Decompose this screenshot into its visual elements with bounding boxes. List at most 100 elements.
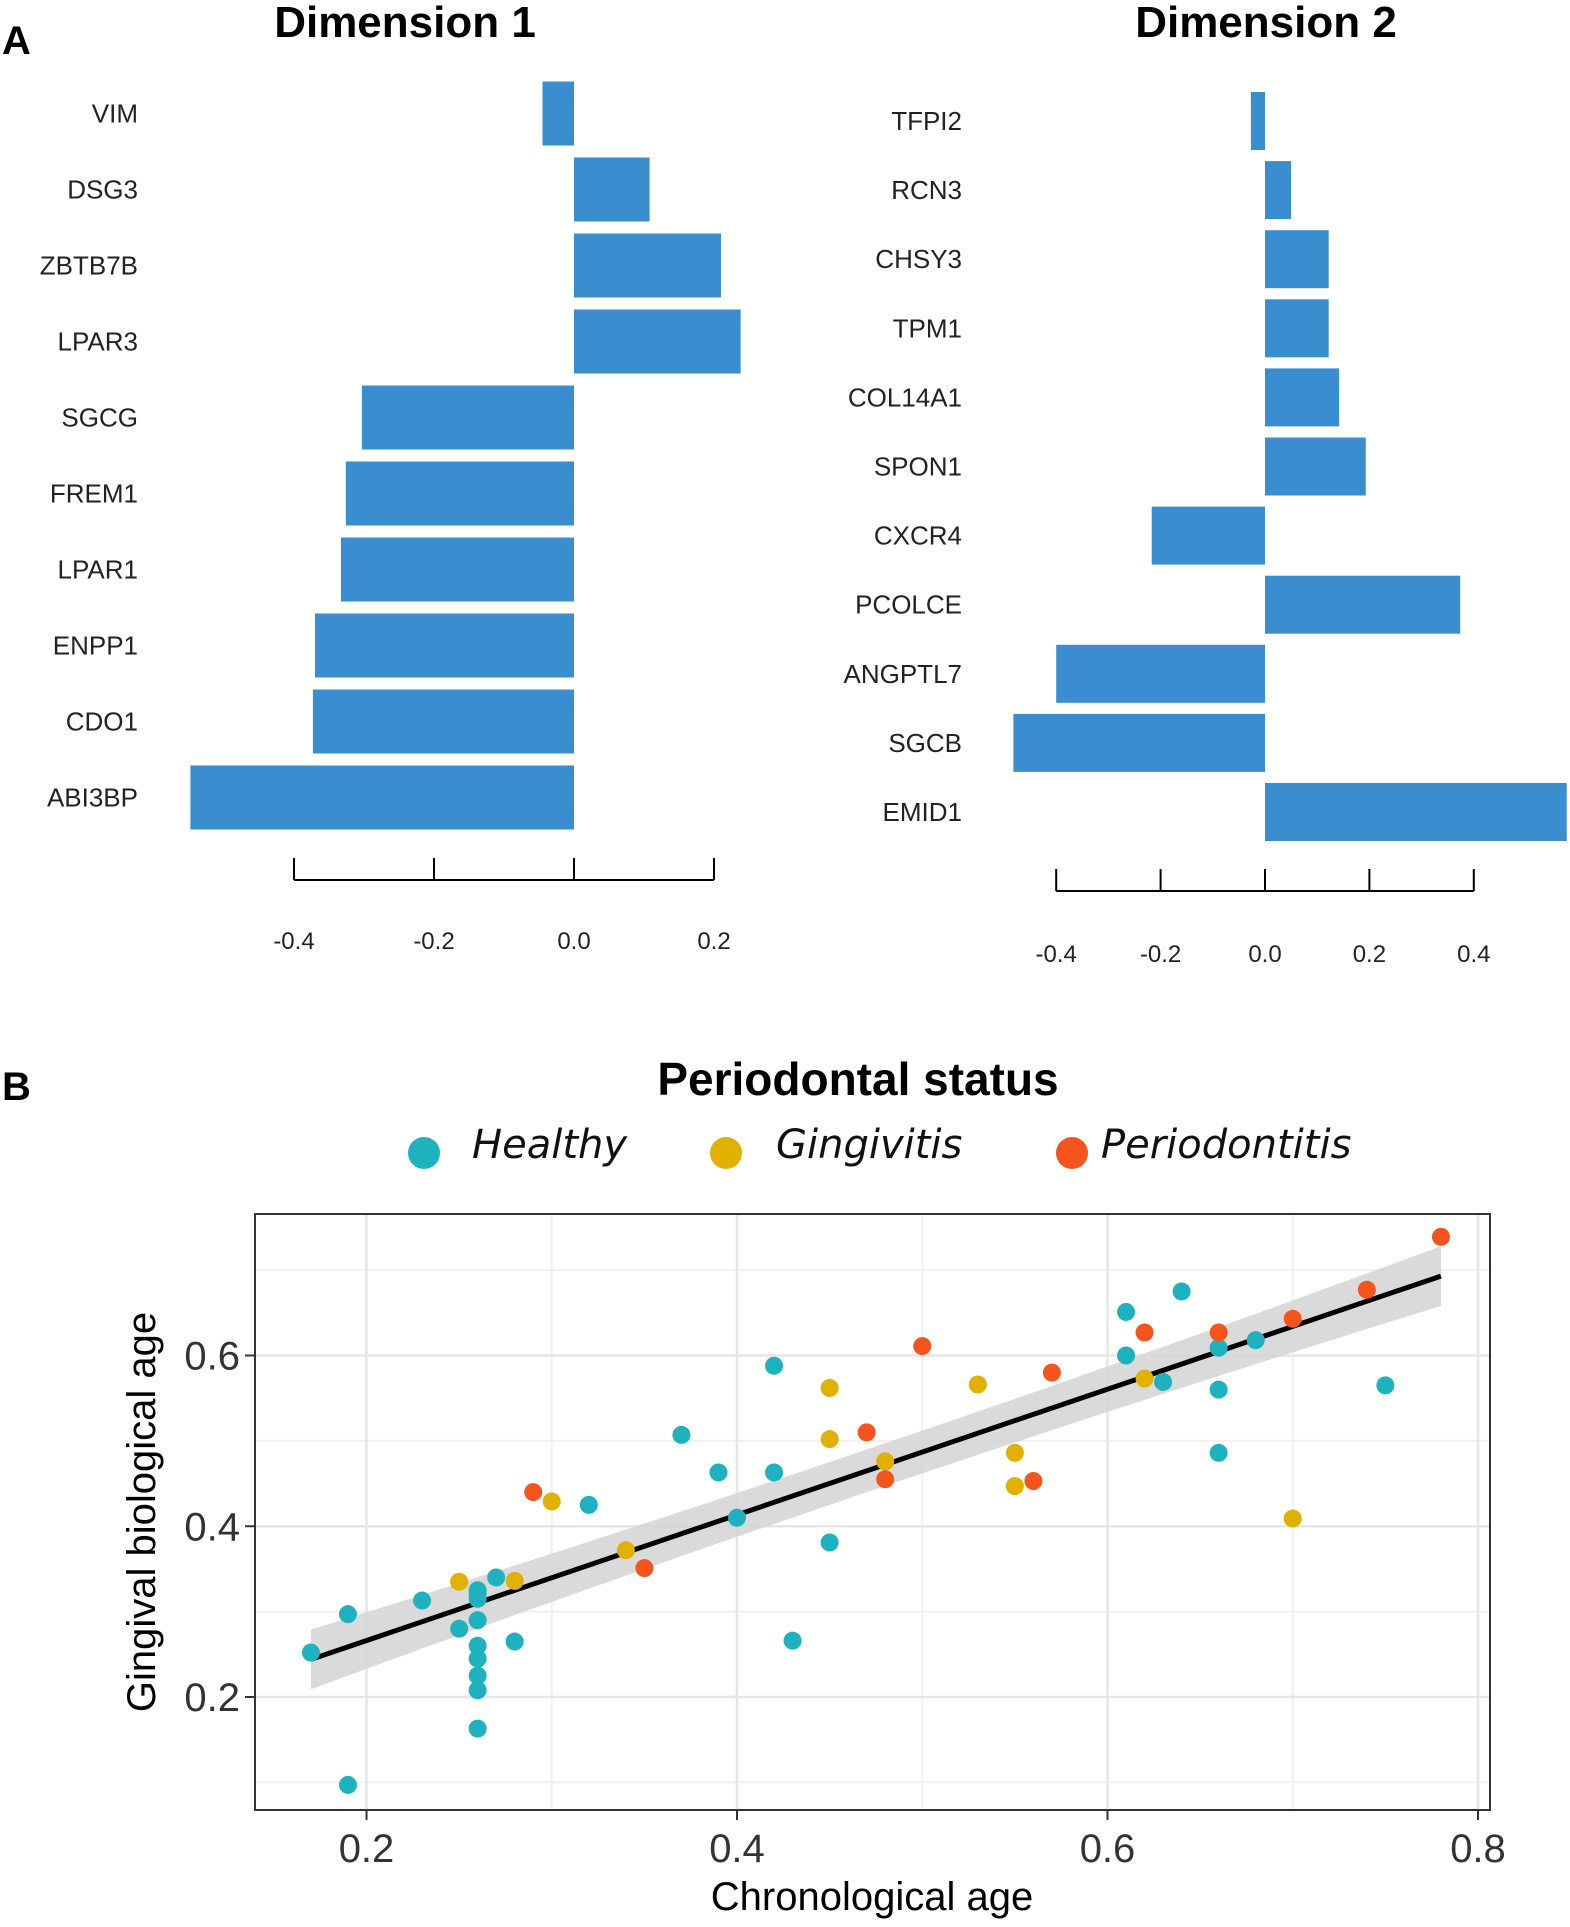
bar-pcolce — [1265, 575, 1461, 634]
dimension-2-bars — [1013, 92, 1567, 841]
point-healthy — [338, 1605, 357, 1624]
y-tick-label: 0.4 — [184, 1505, 240, 1549]
gene-label-emid1: EMID1 — [883, 797, 962, 827]
point-healthy — [468, 1636, 487, 1655]
bar-tfpi2 — [1250, 92, 1265, 150]
point-periodontitis — [635, 1559, 654, 1578]
gene-label-sgcg: SGCG — [61, 403, 138, 433]
dimension-2-gene-labels: TFPI2 RCN3 CHSY3 TPM1 COL14A1 SPON1 CXCR4 PCOLC… — [844, 106, 963, 827]
point-healthy — [468, 1666, 487, 1685]
x-tick-label: 0.0 — [1248, 941, 1281, 968]
bar-tpm1 — [1265, 299, 1329, 358]
point-gingivitis — [1283, 1509, 1302, 1528]
x-tick-label: 0.4 — [709, 1827, 765, 1871]
bar-sgcg — [361, 385, 574, 450]
point-gingivitis — [876, 1452, 895, 1471]
point-healthy — [487, 1568, 506, 1587]
point-healthy — [505, 1632, 524, 1651]
plot-border — [254, 1213, 1491, 1811]
x-tick-label: 0.4 — [1457, 941, 1490, 968]
bar-vim — [542, 81, 574, 146]
data-points — [301, 1227, 1450, 1794]
gene-label-lpar3: LPAR3 — [58, 327, 138, 357]
point-gingivitis — [820, 1430, 839, 1449]
point-healthy — [450, 1619, 469, 1638]
gene-label-vim: VIM — [92, 99, 138, 129]
point-healthy — [709, 1463, 728, 1482]
point-healthy — [728, 1508, 746, 1527]
x-tick-label: 0.6 — [1080, 1827, 1136, 1871]
legend-periodontitis-marker — [1056, 1137, 1088, 1169]
gene-label-chsy3: CHSY3 — [875, 244, 962, 274]
x-axis-title: Chronological age — [711, 1875, 1033, 1919]
point-periodontitis — [1431, 1227, 1450, 1246]
point-periodontitis — [1357, 1280, 1376, 1299]
point-healthy — [1209, 1338, 1228, 1357]
legend-gingivitis-label: Gingivitis — [776, 1122, 962, 1168]
point-healthy — [468, 1649, 487, 1668]
gene-label-lpar1: LPAR1 — [58, 555, 138, 585]
gene-label-pcolce: PCOLCE — [855, 590, 962, 620]
point-healthy — [1246, 1331, 1265, 1350]
point-periodontitis — [913, 1337, 932, 1356]
point-healthy — [783, 1631, 802, 1650]
gene-label-sgcb: SGCB — [888, 728, 962, 758]
panel-b-label: B — [2, 1065, 31, 1109]
point-healthy — [413, 1591, 432, 1610]
dimension-1-gene-labels: VIM DSG3 ZBTB7B LPAR3 SGCG FREM1 LPAR1 ENPP1 CDO… — [40, 99, 138, 813]
point-healthy — [468, 1611, 487, 1630]
gene-label-zbtb7b: ZBTB7B — [40, 251, 138, 281]
point-periodontitis — [524, 1483, 543, 1502]
legend: Periodontal status Healthy Gingivitis Pe… — [408, 1053, 1351, 1169]
point-healthy — [1117, 1346, 1136, 1365]
bar-cdo1 — [312, 689, 574, 754]
point-gingivitis — [968, 1375, 987, 1394]
y-axis-title: Gingival biological age — [120, 1312, 164, 1712]
bar-emid1 — [1265, 783, 1567, 841]
point-healthy — [1172, 1282, 1191, 1301]
dimension-1-x-axis: -0.4 -0.2 0.0 0.2 — [273, 858, 731, 955]
gene-label-spon1: SPON1 — [874, 452, 962, 482]
x-tick-label: 0.2 — [697, 928, 730, 955]
point-healthy — [820, 1533, 839, 1552]
point-gingivitis — [505, 1571, 524, 1590]
point-periodontitis — [1209, 1323, 1228, 1342]
gene-label-dsg3: DSG3 — [67, 175, 138, 205]
bar-rcn3 — [1265, 161, 1292, 220]
legend-title: Periodontal status — [657, 1053, 1058, 1105]
bar-enpp1 — [315, 613, 574, 678]
point-gingivitis — [542, 1492, 561, 1511]
point-gingivitis — [820, 1378, 839, 1397]
legend-healthy-marker — [408, 1137, 440, 1169]
x-tick-label: -0.2 — [413, 928, 454, 955]
bar-lpar3 — [574, 309, 741, 374]
gene-label-enpp1: ENPP1 — [53, 631, 138, 661]
dimension-1-bars — [190, 81, 741, 830]
panel-a-label: A — [2, 19, 31, 63]
point-healthy — [672, 1425, 691, 1444]
point-healthy — [468, 1585, 487, 1604]
point-gingivitis — [616, 1541, 635, 1560]
point-healthy — [1209, 1380, 1228, 1399]
point-healthy — [1154, 1372, 1173, 1391]
dimension-1-title: Dimension 1 — [274, 0, 536, 47]
point-healthy — [1209, 1443, 1228, 1462]
x-tick-label: 0.2 — [339, 1827, 395, 1871]
point-healthy — [765, 1356, 784, 1375]
gene-label-rcn3: RCN3 — [891, 175, 962, 205]
point-healthy — [468, 1719, 487, 1738]
point-periodontitis — [876, 1470, 895, 1489]
gene-label-tpm1: TPM1 — [893, 313, 962, 343]
point-healthy — [301, 1643, 320, 1662]
x-tick-label: 0.8 — [1450, 1827, 1506, 1871]
point-periodontitis — [1135, 1323, 1154, 1342]
x-tick-label: -0.4 — [1036, 941, 1077, 968]
dimension-2-x-axis: -0.4 -0.2 0.0 0.2 0.4 — [1036, 869, 1490, 968]
point-gingivitis — [1005, 1443, 1024, 1462]
x-tick-label: -0.2 — [1140, 941, 1181, 968]
bar-frem1 — [345, 461, 574, 526]
point-healthy — [338, 1775, 357, 1794]
point-gingivitis — [1135, 1369, 1154, 1388]
gene-label-angptl7: ANGPTL7 — [844, 659, 963, 689]
